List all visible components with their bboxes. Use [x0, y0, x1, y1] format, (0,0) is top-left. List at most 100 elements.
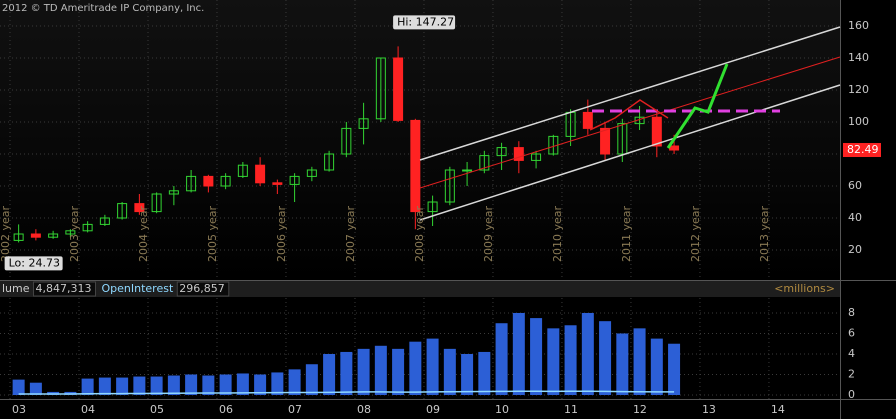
y-tick-label: 8: [848, 306, 855, 319]
x-tick-label: 2004 year: [137, 205, 150, 262]
candle-body: [358, 118, 369, 129]
x-tick-label: 06: [219, 403, 233, 416]
candle-body: [272, 182, 283, 185]
x-tick-label: 2008 year: [413, 205, 426, 262]
x-tick-label: 2011 year: [620, 205, 633, 262]
candle-body: [82, 223, 93, 232]
volume-bar: [443, 348, 456, 396]
volume-bar: [530, 318, 543, 396]
legend-name: OpenInterest: [102, 282, 174, 295]
candle-body: [30, 233, 41, 238]
y-tick-label: 140: [848, 51, 869, 64]
candle-body: [600, 127, 611, 155]
x-tick-label: 05: [150, 403, 164, 416]
candle-body: [341, 127, 352, 155]
legend-value: 4,847,313: [36, 282, 92, 295]
volume-bar: [81, 378, 94, 396]
volume-bar: [581, 312, 594, 396]
candle-body: [479, 155, 490, 171]
channel-lower: [419, 84, 841, 221]
volume-bar: [185, 374, 198, 396]
candle-body: [531, 153, 542, 161]
volume-bar: [167, 375, 180, 396]
volume-bar: [409, 341, 422, 396]
x-tick-label: 11: [564, 403, 578, 416]
volume-bar: [323, 353, 336, 396]
volume-bar: [650, 338, 663, 396]
candle-body: [306, 169, 317, 177]
candle-body: [651, 116, 662, 147]
volume-bar: [374, 345, 387, 396]
volume-bar: [599, 321, 612, 396]
candle-body: [186, 175, 197, 192]
candle-body: [289, 175, 300, 185]
volume-bar: [633, 328, 646, 396]
volume-bar: [254, 374, 267, 396]
volume-bar: [150, 376, 163, 396]
x-tick-label: 2006 year: [275, 205, 288, 262]
x-tick-label: 2012 year: [689, 205, 702, 262]
volume-bar: [461, 353, 474, 396]
candle-body: [669, 145, 680, 151]
y-tick-label: 100: [848, 115, 869, 128]
y-tick-label: 40: [848, 211, 862, 224]
legend-value-box: [176, 281, 230, 297]
x-tick-label: 2007 year: [344, 205, 357, 262]
volume-bar: [288, 369, 301, 396]
plot: [12, 46, 681, 396]
candle-body: [168, 190, 179, 195]
open-interest-line: [18, 390, 675, 395]
candle-body: [513, 147, 524, 161]
volume-bar: [12, 379, 25, 396]
volume-bar: [426, 338, 439, 396]
volume-bar: [478, 351, 491, 396]
candle-body: [65, 230, 76, 235]
x-tick-label: 03: [12, 403, 26, 416]
x-tick-label: 2010 year: [551, 205, 564, 262]
candle-body: [375, 57, 386, 120]
volume-bar: [340, 351, 353, 396]
candle-body: [134, 203, 145, 213]
projection: [666, 63, 729, 149]
y-tick-label: 4: [848, 347, 855, 360]
last-price: 82.49: [847, 143, 879, 156]
regression-line: [419, 56, 841, 189]
volume-bar: [668, 343, 681, 396]
x-tick-label: 2013 year: [758, 205, 771, 262]
x-tick-label: 08: [357, 403, 371, 416]
lo-label: Lo: 24.73: [9, 256, 60, 269]
volume-bar: [495, 323, 508, 396]
candle-body: [393, 57, 404, 121]
lo-label-box: [4, 256, 63, 271]
candle-body: [48, 233, 59, 238]
x-tick-label: 2005 year: [206, 205, 219, 262]
candle-body: [13, 233, 24, 241]
y-tick-label: 60: [848, 179, 862, 192]
x-tick-label: 04: [81, 403, 95, 416]
hi-label-box: [393, 15, 456, 30]
candle-body: [617, 123, 628, 155]
volume-bar: [305, 364, 318, 396]
x-tick-label: 13: [702, 403, 716, 416]
candle-body: [99, 217, 110, 225]
legend-value-box: [33, 281, 96, 297]
x-tick-label: 2002 year: [0, 205, 12, 262]
volume-bar: [133, 376, 146, 396]
volume-bar: [512, 312, 525, 396]
candle-body: [427, 201, 438, 213]
candle-body: [151, 193, 162, 213]
volume-bar: [116, 377, 129, 396]
volume-bar: [29, 382, 42, 396]
volume-bar: [616, 333, 629, 396]
volume-bar: [219, 374, 232, 396]
volume-bar: [357, 348, 370, 396]
y-tick-label: 120: [848, 83, 869, 96]
x-tick-label: 09: [426, 403, 440, 416]
candle-body: [220, 175, 231, 187]
x-tick-label: 12: [633, 403, 647, 416]
volume-bar: [564, 325, 577, 396]
y-tick-label: 0: [848, 388, 855, 401]
